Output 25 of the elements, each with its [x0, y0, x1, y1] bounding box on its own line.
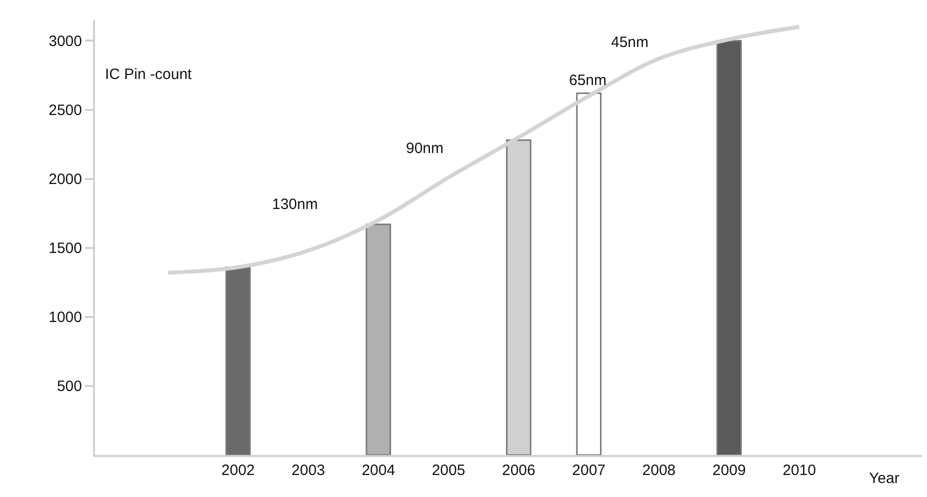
bar [225, 266, 251, 455]
annotation: 90nm [406, 140, 444, 157]
annotation: 65nm [569, 72, 607, 89]
y-tick-label: 1500 [48, 240, 82, 258]
x-tick-label: 2003 [292, 462, 325, 479]
x-tick-label: 2006 [502, 462, 536, 479]
bar [576, 92, 602, 455]
x-axis-title: Year [869, 470, 900, 487]
y-tick-label: 3000 [48, 32, 82, 50]
x-tick-label: 2008 [642, 462, 676, 479]
bar [716, 40, 742, 455]
x-tick-label: 2009 [712, 462, 746, 479]
y-tick-label: 2500 [48, 102, 82, 120]
annotation: 45nm [611, 34, 649, 51]
annotation: 130nm [272, 196, 318, 213]
y-tick-label: 500 [56, 378, 82, 396]
y-tick-label: 2000 [48, 171, 82, 188]
x-tick-label: 2007 [572, 462, 606, 479]
bar [366, 224, 392, 455]
y-axis-title: IC Pin -count [105, 66, 193, 83]
x-tick-label: 2010 [782, 462, 816, 479]
x-tick-label: 2004 [362, 462, 396, 479]
x-tick-label: 2002 [221, 462, 255, 479]
x-tick-label: 2005 [432, 462, 466, 479]
y-tick-label: 1000 [48, 309, 82, 326]
